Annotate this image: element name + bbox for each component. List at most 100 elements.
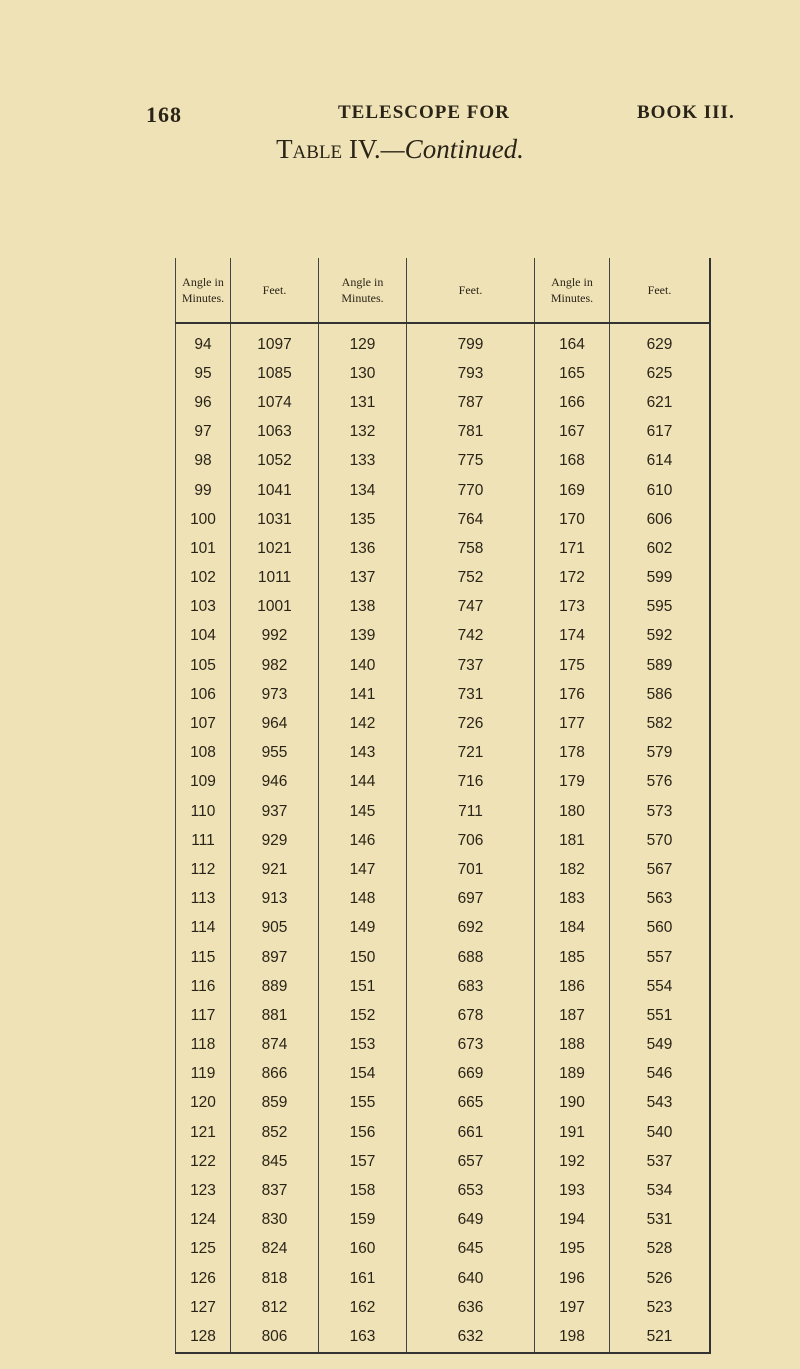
cell-angle-3: 183 [534,884,610,914]
cell-angle-3: 177 [534,709,610,739]
cell-angle-2: 160 [318,1234,407,1264]
cell-feet-2: 781 [406,417,535,447]
cell-angle-3: 178 [534,738,610,768]
cell-angle-3: 195 [534,1234,610,1264]
table-row: 121 852 156 661 191 540 [175,1118,711,1148]
cell-angle-3: 179 [534,767,610,797]
cell-angle-2: 148 [318,884,407,914]
cell-angle-2: 156 [318,1118,407,1148]
cell-angle-2: 151 [318,972,407,1002]
cell-angle-1: 112 [175,855,231,885]
cell-angle-2: 135 [318,505,407,535]
cell-angle-1: 117 [175,1001,231,1031]
cell-angle-3: 194 [534,1205,610,1235]
cell-feet-1: 946 [230,767,319,797]
cell-angle-3: 186 [534,972,610,1002]
cell-feet-3: 540 [646,1123,673,1141]
cell-angle-2: 153 [318,1030,407,1060]
cell-angle-3: 164 [534,323,610,360]
table-row: 96 1074 131 787 166 621 [175,388,711,418]
cell-angle-1: 111 [175,826,231,856]
header-angle-3: Angle in Minutes. [534,258,610,324]
table-row: 103 1001 138 747 173 595 [175,592,711,622]
header-feet-3: Feet. [609,258,710,324]
cell-angle-1: 128 [175,1322,231,1353]
cell-feet-2: 716 [406,767,535,797]
table-row: 98 1052 133 775 168 614 [175,446,711,476]
cell-angle-3: 187 [534,1001,610,1031]
cell-angle-2: 136 [318,534,407,564]
cell-angle-1: 118 [175,1030,231,1060]
cell-angle-2: 129 [318,323,407,360]
cell-angle-1: 127 [175,1293,231,1323]
table-row: 124 830 159 649 194 531 [175,1205,711,1235]
cell-feet-3: 549 [646,1036,673,1054]
header-feet-2: Feet. [406,258,535,324]
table-row: 106 973 141 731 176 586 [175,680,711,710]
cell-angle-1: 101 [175,534,231,564]
cell-angle-2: 133 [318,446,407,476]
cell-feet-2: 726 [406,709,535,739]
cell-angle-1: 100 [175,505,231,535]
cell-angle-1: 107 [175,709,231,739]
cell-feet-1: 1031 [230,505,319,535]
cell-angle-2: 162 [318,1293,407,1323]
cell-feet-2: 640 [406,1264,535,1294]
cell-angle-1: 124 [175,1205,231,1235]
cell-angle-1: 114 [175,913,231,943]
cell-feet-3: 610 [646,481,673,499]
cell-angle-3: 197 [534,1293,610,1323]
table-row: 99 1041 134 770 169 610 [175,475,711,506]
table-row: 110 937 145 711 180 573 [175,797,711,827]
table-row: 109 946 144 716 179 576 [175,767,711,797]
cell-feet-3: 528 [646,1240,673,1258]
cell-angle-1: 109 [175,767,231,797]
cell-feet-1: 897 [230,942,319,973]
cell-angle-3: 168 [534,446,610,476]
cell-feet-1: 1052 [230,446,319,476]
cell-angle-2: 141 [318,680,407,710]
cell-angle-2: 138 [318,592,407,622]
cell-feet-1: 1074 [230,388,319,418]
table-row: 102 1011 137 752 172 599 [175,563,711,593]
cell-feet-3: 592 [646,627,673,645]
table-row: 97 1063 132 781 167 617 [175,417,711,447]
cell-angle-2: 150 [318,942,407,973]
cell-feet-3: 570 [646,831,673,849]
cell-feet-2: 793 [406,359,535,389]
table-row: 116 889 151 683 186 554 [175,972,711,1002]
cell-feet-2: 799 [406,323,535,360]
cell-feet-1: 812 [230,1293,319,1323]
cell-feet-2: 645 [406,1234,535,1264]
cell-angle-3: 180 [534,797,610,827]
cell-feet-1: 830 [230,1205,319,1235]
cell-angle-3: 166 [534,388,610,418]
table-row: 94 1097 129 799 164 629 [175,323,711,360]
cell-angle-1: 105 [175,651,231,681]
table-row: 100 1031 135 764 170 606 [175,505,711,535]
table-row: 101 1021 136 758 171 602 [175,534,711,564]
cell-angle-2: 131 [318,388,407,418]
cell-feet-3: 560 [646,919,673,937]
cell-feet-2: 706 [406,826,535,856]
cell-angle-1: 108 [175,738,231,768]
cell-angle-3: 165 [534,359,610,389]
cell-angle-2: 152 [318,1001,407,1031]
cell-feet-3: 586 [646,685,673,703]
cell-feet-3: 551 [646,1006,673,1024]
cell-feet-3: 625 [646,364,673,382]
cell-angle-1: 121 [175,1118,231,1148]
table-row: 113 913 148 697 183 563 [175,884,711,914]
angle-feet-table: Angle in Minutes. Feet. Angle in Minutes… [175,258,711,1354]
cell-feet-3: 531 [646,1211,673,1229]
table-row: 123 837 158 653 193 534 [175,1176,711,1206]
cell-feet-1: 937 [230,797,319,827]
cell-angle-2: 132 [318,417,407,447]
cell-feet-2: 701 [406,855,535,885]
cell-angle-1: 99 [175,475,231,506]
cell-angle-1: 125 [175,1234,231,1264]
cell-feet-2: 731 [406,680,535,710]
cell-feet-2: 787 [406,388,535,418]
table-row: 119 866 154 669 189 546 [175,1059,711,1089]
cell-feet-1: 889 [230,972,319,1002]
